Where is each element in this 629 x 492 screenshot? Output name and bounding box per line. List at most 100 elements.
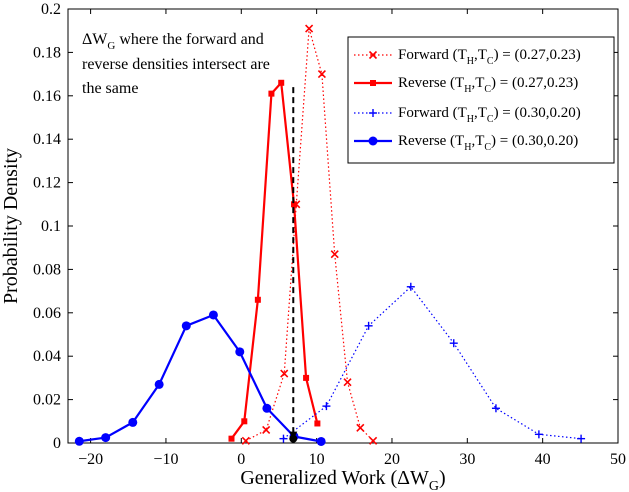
legend-reverse-030-post: ) = (0.30,0.20) <box>491 133 578 149</box>
data-point <box>330 250 339 259</box>
series-line <box>245 27 374 442</box>
data-point <box>322 402 331 411</box>
data-point <box>235 347 245 357</box>
legend-box <box>347 36 615 164</box>
x-tick-label: 30 <box>459 451 475 468</box>
data-point <box>278 79 285 86</box>
data-point <box>449 339 458 348</box>
data-point <box>181 321 191 331</box>
annotation-line-1: ΔWG where the forward and <box>82 31 264 52</box>
data-point <box>208 310 218 320</box>
legend-reverse-030-pre: Reverse (T <box>398 133 464 149</box>
x-tick-label: 0 <box>237 451 245 468</box>
legend-reverse-027-post: ) = (0.27,0.23) <box>491 75 578 91</box>
legend-samples <box>354 50 392 146</box>
x-tick-label: −10 <box>153 451 178 468</box>
data-point <box>254 296 261 303</box>
intersection-marker <box>289 87 298 443</box>
series-line <box>230 81 319 440</box>
data-point <box>128 417 138 427</box>
legend-sample-marker <box>368 50 378 60</box>
x-tick-label: 40 <box>535 451 551 468</box>
legend-forward-027-post: ) = (0.27,0.23) <box>494 47 581 63</box>
legend-reverse-030-sub-c: C <box>484 142 491 153</box>
y-tick-label: 0.08 <box>33 261 61 278</box>
legend-reverse-027-mid: ,T <box>471 75 484 91</box>
legend: Forward (TH,TC) = (0.27,0.23) Reverse (T… <box>347 36 615 164</box>
legend-forward-027-sub-c: C <box>487 56 494 67</box>
data-point <box>369 436 378 445</box>
data-point <box>314 420 321 427</box>
legend-forward-030-post: ) = (0.30,0.20) <box>494 105 581 121</box>
data-point <box>280 369 289 378</box>
intersection-point <box>289 434 298 443</box>
y-tick-label: 0.18 <box>33 44 61 61</box>
y-tick-label: 0.16 <box>33 88 61 105</box>
legend-reverse-030-mid: ,T <box>471 133 484 149</box>
data-point <box>228 435 235 442</box>
annotation-line-3: the same <box>82 80 138 97</box>
data-point <box>291 201 298 208</box>
x-axis-label-subscript: G <box>429 479 439 492</box>
data-point <box>534 430 543 439</box>
data-point <box>268 90 275 97</box>
x-tick-label: 20 <box>384 451 400 468</box>
data-point <box>364 321 373 330</box>
y-tick-label: 0.14 <box>33 131 61 148</box>
data-point <box>241 418 248 425</box>
y-tick-label: 0.1 <box>41 218 61 235</box>
annotation-line-2: reverse densities intersect are <box>82 56 270 73</box>
series-2 <box>279 282 586 443</box>
y-tick-label: 0.04 <box>33 348 61 365</box>
y-tick-label: 0.2 <box>41 1 61 18</box>
data-point <box>262 425 271 435</box>
legend-forward-030-sub-c: C <box>487 114 494 125</box>
data-point <box>316 436 326 446</box>
data-point <box>101 433 111 443</box>
legend-sample-marker <box>369 109 377 117</box>
data-point <box>303 374 310 381</box>
legend-sample-marker <box>370 80 376 86</box>
y-axis-label: Probability Density <box>0 148 22 304</box>
legend-label-reverse-030: Reverse (TH,TC) = (0.30,0.20) <box>398 133 578 153</box>
x-axis-label-main: Generalized Work (ΔW <box>240 467 429 489</box>
y-tick-label: 0.12 <box>33 175 61 192</box>
data-point <box>317 70 326 79</box>
legend-label-reverse-027: Reverse (TH,TC) = (0.27,0.23) <box>398 75 578 95</box>
series-3 <box>74 310 326 446</box>
legend-forward-027-mid: ,T <box>474 47 487 63</box>
data-point <box>241 436 250 445</box>
data-point <box>305 24 314 33</box>
x-tick-label: 10 <box>309 451 325 468</box>
series-0 <box>241 24 378 445</box>
data-point <box>406 282 415 291</box>
axis-ticks: −20 −10 0 10 20 30 40 50 0 0.02 0.04 0.06 0.08 0.1 0.1… <box>33 1 626 468</box>
series-line <box>79 313 322 443</box>
data-point <box>356 423 365 432</box>
legend-reverse-027-sub-h: H <box>464 84 471 95</box>
series-line <box>283 286 582 440</box>
legend-sample-marker <box>368 136 378 146</box>
legend-forward-030-sub-h: H <box>467 114 474 125</box>
data-series <box>74 24 586 446</box>
legend-forward-030-pre: Forward (T <box>398 105 467 121</box>
series-1 <box>228 79 321 442</box>
annotation-line-1-rest: where the forward and <box>115 31 263 48</box>
legend-label-forward-030: Forward (TH,TC) = (0.30,0.20) <box>398 105 581 125</box>
legend-reverse-027-sub-c: C <box>484 84 491 95</box>
x-axis-label: Generalized Work (ΔWG) <box>240 467 445 492</box>
data-point <box>262 403 272 413</box>
legend-reverse-030-sub-h: H <box>464 142 471 153</box>
y-tick-label: 0.02 <box>33 392 61 409</box>
annotation-delta-w: ΔW <box>82 31 108 48</box>
y-tick-label: 0.06 <box>33 305 61 322</box>
x-axis-label-end: ) <box>439 467 446 489</box>
legend-label-forward-027: Forward (TH,TC) = (0.27,0.23) <box>398 47 581 67</box>
y-tick-label: 0 <box>53 435 61 452</box>
data-point <box>577 434 586 443</box>
data-point <box>279 434 288 443</box>
legend-reverse-027-pre: Reverse (T <box>398 75 464 91</box>
data-point <box>343 378 352 387</box>
legend-forward-030-mid: ,T <box>474 105 487 121</box>
x-tick-label: −20 <box>78 451 103 468</box>
